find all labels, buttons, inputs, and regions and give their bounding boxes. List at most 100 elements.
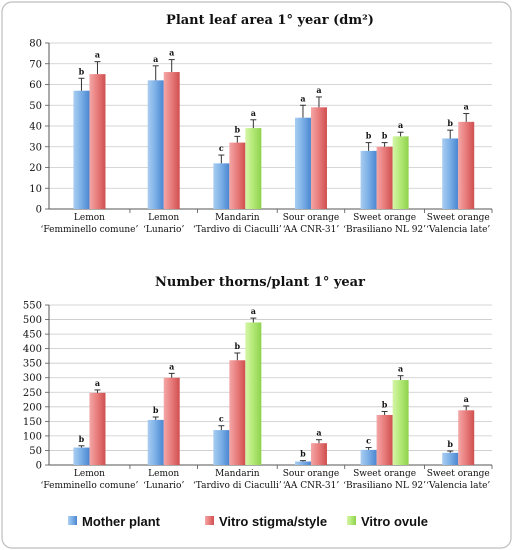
significance-label: c: [219, 143, 224, 153]
category-sublabel: ‘Brasiliano NL 92’: [343, 480, 426, 491]
category-sublabel: ‘Brasiliano NL 92’: [343, 224, 426, 235]
significance-label: b: [79, 66, 85, 76]
bar-vitro-stigma-style: [376, 414, 393, 465]
y-tick-label: 350: [23, 359, 42, 370]
significance-label: b: [382, 131, 388, 141]
category-sublabel: ‘Tardivo di Ciaculli’: [193, 480, 282, 491]
bar-mother-plant: [360, 150, 377, 209]
bar-vitro-stigma-style: [163, 72, 180, 209]
bar-vitro-stigma-style: [458, 410, 475, 465]
y-tick-label: 70: [29, 59, 42, 70]
y-tick-label: 450: [23, 330, 42, 341]
bar-mother-plant: [147, 80, 164, 209]
y-tick-label: 200: [23, 402, 42, 413]
significance-label: b: [235, 341, 241, 351]
significance-label: b: [79, 434, 85, 444]
legend-label: Vitro ovule: [361, 514, 428, 529]
y-tick-label: 250: [23, 388, 42, 399]
category-sublabel: ‘Lunario’: [143, 480, 184, 491]
category-sublabel: ‘Valencia late’: [426, 224, 490, 235]
bar-vitro-stigma-style: [229, 360, 246, 465]
legend-swatch: [347, 516, 356, 525]
bar-mother-plant: [213, 430, 230, 465]
bar-mother-plant: [442, 138, 459, 209]
y-tick-label: 100: [23, 431, 42, 442]
significance-label: c: [366, 436, 371, 446]
category-label: Sour orange: [283, 213, 340, 223]
chart-panels: Plant leaf area 1° year (dm²) 0 10 20 30 40 50…: [23, 13, 493, 491]
significance-label: a: [316, 428, 321, 438]
bar-vitro-stigma-style: [229, 142, 246, 209]
y-tick-label: 0: [36, 461, 42, 472]
category-label: Lemon: [74, 469, 105, 479]
bar-vitro-stigma-style: [458, 121, 475, 209]
significance-label: b: [153, 405, 159, 415]
y-tick-label: 30: [29, 142, 42, 153]
category-label: Sweet orange: [353, 469, 416, 479]
bar-mother-plant: [294, 461, 311, 465]
chart-title: Plant leaf area 1° year (dm²): [166, 13, 374, 28]
legend-label: Mother plant: [82, 514, 161, 529]
significance-label: a: [169, 361, 174, 371]
significance-label: a: [95, 378, 100, 388]
category-label: Sweet orange: [427, 213, 490, 223]
significance-label: a: [316, 85, 321, 95]
legend-swatch: [205, 516, 214, 525]
y-tick-label: 10: [29, 184, 42, 195]
category-sublabel: ‘AA CNR-31’: [283, 224, 340, 235]
significance-label: a: [251, 108, 256, 118]
bar-vitro-stigma-style: [310, 443, 327, 465]
bar-vitro-stigma-style: [89, 392, 106, 465]
significance-label: a: [153, 54, 158, 64]
category-label: Sweet orange: [427, 469, 490, 479]
y-tick-label: 150: [23, 417, 42, 428]
bar-mother-plant: [147, 419, 164, 465]
y-tick-label: 550: [23, 301, 42, 312]
bar-vitro-ovule: [392, 380, 409, 465]
bar-vitro-stigma-style: [163, 377, 180, 465]
category-sublabel: ‘Valencia late’: [426, 480, 490, 491]
y-tick-label: 20: [29, 163, 42, 174]
category-sublabel: ‘Tardivo di Ciaculli’: [193, 224, 282, 235]
significance-label: a: [398, 364, 403, 374]
significance-label: c: [219, 414, 224, 424]
category-sublabel: ‘Femminello comune’: [41, 480, 139, 491]
legend-swatch: [68, 516, 77, 525]
significance-label: a: [300, 93, 305, 103]
legend: Mother plant Vitro stigma/style Vitro ovul…: [68, 514, 428, 529]
significance-label: b: [447, 118, 453, 128]
category-sublabel: ‘Lunario’: [143, 224, 184, 235]
significance-label: b: [366, 131, 372, 141]
significance-label: b: [235, 124, 241, 134]
y-tick-label: 400: [23, 344, 42, 355]
significance-label: a: [251, 306, 256, 316]
category-label: Mandarin: [215, 469, 260, 479]
y-tick-label: 40: [29, 122, 42, 133]
category-label: Sour orange: [283, 469, 340, 479]
significance-label: a: [398, 120, 403, 130]
significance-label: b: [447, 439, 453, 449]
bar-mother-plant: [73, 447, 90, 465]
bar-mother-plant: [73, 90, 90, 209]
significance-label: a: [95, 50, 100, 60]
bar-vitro-ovule: [245, 128, 262, 209]
y-tick-label: 300: [23, 373, 42, 384]
y-tick-label: 500: [23, 315, 42, 326]
bar-vitro-stigma-style: [89, 74, 106, 209]
bar-vitro-ovule: [245, 322, 262, 465]
bar-vitro-ovule: [392, 136, 409, 209]
significance-label: a: [169, 48, 174, 58]
category-label: Sweet orange: [353, 213, 416, 223]
category-sublabel: ‘AA CNR-31’: [283, 480, 340, 491]
category-label: Lemon: [148, 469, 179, 479]
y-tick-label: 60: [29, 80, 42, 91]
significance-label: a: [464, 394, 469, 404]
y-tick-label: 0: [36, 205, 42, 216]
bar-mother-plant: [442, 452, 459, 465]
significance-label: b: [382, 399, 388, 409]
bar-vitro-stigma-style: [310, 107, 327, 209]
significance-label: b: [300, 449, 306, 459]
bar-vitro-stigma-style: [376, 146, 393, 209]
